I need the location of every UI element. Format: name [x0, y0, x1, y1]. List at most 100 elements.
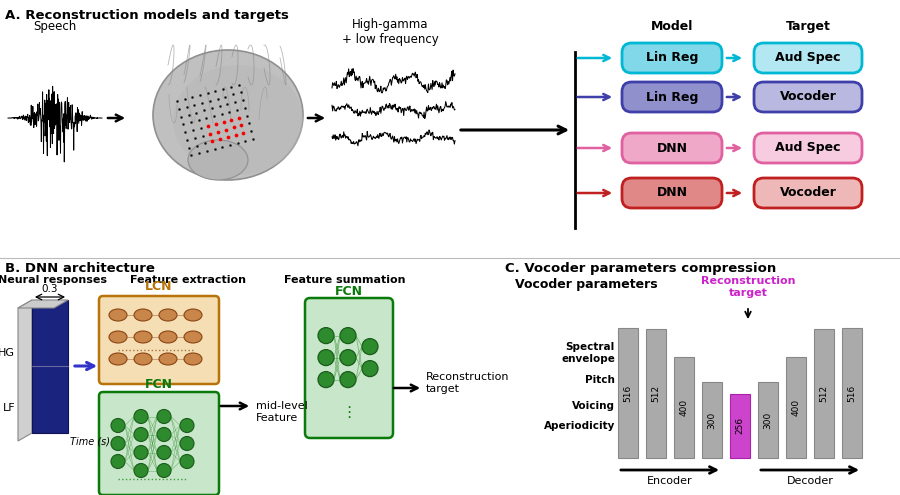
FancyBboxPatch shape: [622, 43, 722, 73]
Text: Spectral
envelope: Spectral envelope: [561, 342, 615, 364]
Text: Encoder: Encoder: [647, 476, 693, 486]
Ellipse shape: [153, 50, 303, 180]
Text: Target: Target: [786, 20, 831, 33]
Bar: [730, 394, 750, 458]
Text: mid-level
Feature: mid-level Feature: [256, 401, 308, 423]
Text: LF: LF: [3, 403, 15, 413]
Circle shape: [134, 446, 148, 459]
Text: 0.3: 0.3: [41, 284, 58, 294]
Text: ⋮: ⋮: [341, 405, 356, 420]
Text: 512: 512: [820, 385, 829, 402]
Bar: [842, 328, 862, 458]
Ellipse shape: [134, 331, 152, 343]
Text: 400: 400: [791, 399, 800, 416]
FancyBboxPatch shape: [99, 392, 219, 495]
Bar: [618, 328, 638, 458]
Ellipse shape: [184, 309, 202, 321]
Circle shape: [180, 437, 194, 450]
Text: Time (s): Time (s): [70, 436, 110, 446]
Text: DNN: DNN: [656, 142, 688, 154]
Circle shape: [157, 463, 171, 478]
Circle shape: [134, 463, 148, 478]
Text: Aperiodicity: Aperiodicity: [544, 421, 615, 431]
Text: 300: 300: [707, 411, 716, 429]
Ellipse shape: [184, 331, 202, 343]
Ellipse shape: [159, 331, 177, 343]
Circle shape: [134, 428, 148, 442]
Ellipse shape: [159, 309, 177, 321]
Circle shape: [318, 372, 334, 388]
Circle shape: [318, 328, 334, 344]
Text: 400: 400: [680, 399, 688, 416]
Bar: [674, 357, 694, 458]
Text: 516: 516: [624, 385, 633, 401]
FancyBboxPatch shape: [99, 296, 219, 384]
Text: Vocoder parameters: Vocoder parameters: [515, 278, 658, 291]
Text: Speech: Speech: [33, 20, 76, 33]
FancyBboxPatch shape: [305, 298, 393, 438]
Text: Voicing: Voicing: [572, 401, 615, 411]
Ellipse shape: [188, 140, 248, 180]
Circle shape: [180, 454, 194, 468]
Text: Feature extraction: Feature extraction: [130, 275, 246, 285]
Text: Reconstruction
target: Reconstruction target: [701, 276, 796, 297]
Polygon shape: [18, 300, 32, 441]
Ellipse shape: [134, 353, 152, 365]
FancyBboxPatch shape: [754, 43, 862, 73]
Text: 300: 300: [763, 411, 772, 429]
FancyBboxPatch shape: [622, 82, 722, 112]
Text: A. Reconstruction models and targets: A. Reconstruction models and targets: [5, 9, 289, 22]
Circle shape: [340, 328, 356, 344]
FancyBboxPatch shape: [754, 133, 862, 163]
Bar: [702, 383, 722, 458]
Bar: [814, 329, 834, 458]
Circle shape: [180, 418, 194, 433]
Circle shape: [340, 372, 356, 388]
Circle shape: [157, 446, 171, 459]
Circle shape: [111, 418, 125, 433]
Text: Aud Spec: Aud Spec: [775, 51, 841, 64]
Text: C. Vocoder parameters compression: C. Vocoder parameters compression: [505, 262, 776, 275]
Circle shape: [362, 360, 378, 377]
Text: DNN: DNN: [656, 187, 688, 199]
Text: Vocoder: Vocoder: [779, 91, 836, 103]
Text: Vocoder: Vocoder: [779, 187, 836, 199]
Circle shape: [111, 454, 125, 468]
FancyBboxPatch shape: [622, 133, 722, 163]
Ellipse shape: [159, 353, 177, 365]
Polygon shape: [18, 300, 68, 308]
Circle shape: [362, 339, 378, 354]
Text: FCN: FCN: [145, 378, 173, 391]
Text: B. DNN architecture: B. DNN architecture: [5, 262, 155, 275]
Text: Feature summation: Feature summation: [284, 275, 406, 285]
Text: Pitch: Pitch: [585, 375, 615, 385]
Circle shape: [157, 409, 171, 424]
Ellipse shape: [109, 353, 127, 365]
Circle shape: [318, 349, 334, 366]
Ellipse shape: [173, 65, 303, 175]
Text: Decoder: Decoder: [787, 476, 833, 486]
Ellipse shape: [109, 309, 127, 321]
Text: FCN: FCN: [335, 285, 363, 298]
Text: HG: HG: [0, 348, 15, 358]
FancyBboxPatch shape: [754, 82, 862, 112]
FancyBboxPatch shape: [622, 178, 722, 208]
Text: Aud Spec: Aud Spec: [775, 142, 841, 154]
Circle shape: [340, 349, 356, 366]
Text: Reconstruction
target: Reconstruction target: [426, 372, 509, 394]
Ellipse shape: [134, 309, 152, 321]
Text: 512: 512: [652, 385, 661, 402]
Text: LCN: LCN: [145, 280, 173, 293]
Circle shape: [111, 437, 125, 450]
Text: 256: 256: [735, 417, 744, 434]
Circle shape: [157, 428, 171, 442]
FancyBboxPatch shape: [754, 178, 862, 208]
Text: Model: Model: [651, 20, 693, 33]
Bar: [786, 357, 806, 458]
Circle shape: [134, 409, 148, 424]
Text: Lin Reg: Lin Reg: [646, 51, 698, 64]
Bar: [646, 329, 666, 458]
Bar: [758, 383, 778, 458]
Text: 516: 516: [848, 385, 857, 401]
Polygon shape: [32, 300, 68, 433]
